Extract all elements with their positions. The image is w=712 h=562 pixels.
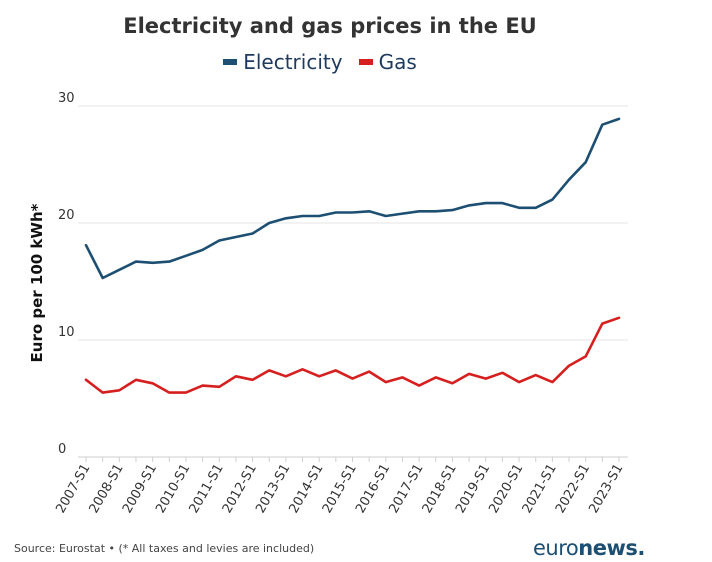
y-tick-label-0: 0 [58,442,66,457]
legend-label-gas: Gas [378,50,417,74]
source-note: Source: Eurostat • (* All taxes and levi… [14,542,315,555]
series-lines [84,117,621,394]
legend-item-electricity: Electricity [223,50,343,74]
logo-text-news: news [578,536,638,560]
chart-title: Electricity and gas prices in the EU [123,14,537,38]
y-tick-label-20: 20 [58,208,75,223]
y-tick-label-10: 10 [58,325,75,340]
legend-label-electricity: Electricity [243,50,343,74]
chart-legend: Electricity Gas [0,50,640,74]
y-tick-label-30: 30 [58,91,75,106]
gridlines [78,105,628,458]
legend-swatch-electricity [223,59,238,65]
series-line-gas [84,316,621,394]
legend-swatch-gas [358,59,373,65]
x-axis-ticks: 2007-S12008-S12009-S12010-S12011-S12012-… [53,457,626,516]
euronews-logo: euronews. [533,536,645,560]
logo-text-euro: euro [533,536,579,560]
series-line-electricity [84,117,621,280]
legend-item-gas: Gas [358,50,417,74]
y-axis-label: Euro per 100 kWh* [28,203,46,362]
logo-dot: . [637,536,645,560]
y-axis-ticks: 0 10 20 30 [58,91,75,457]
